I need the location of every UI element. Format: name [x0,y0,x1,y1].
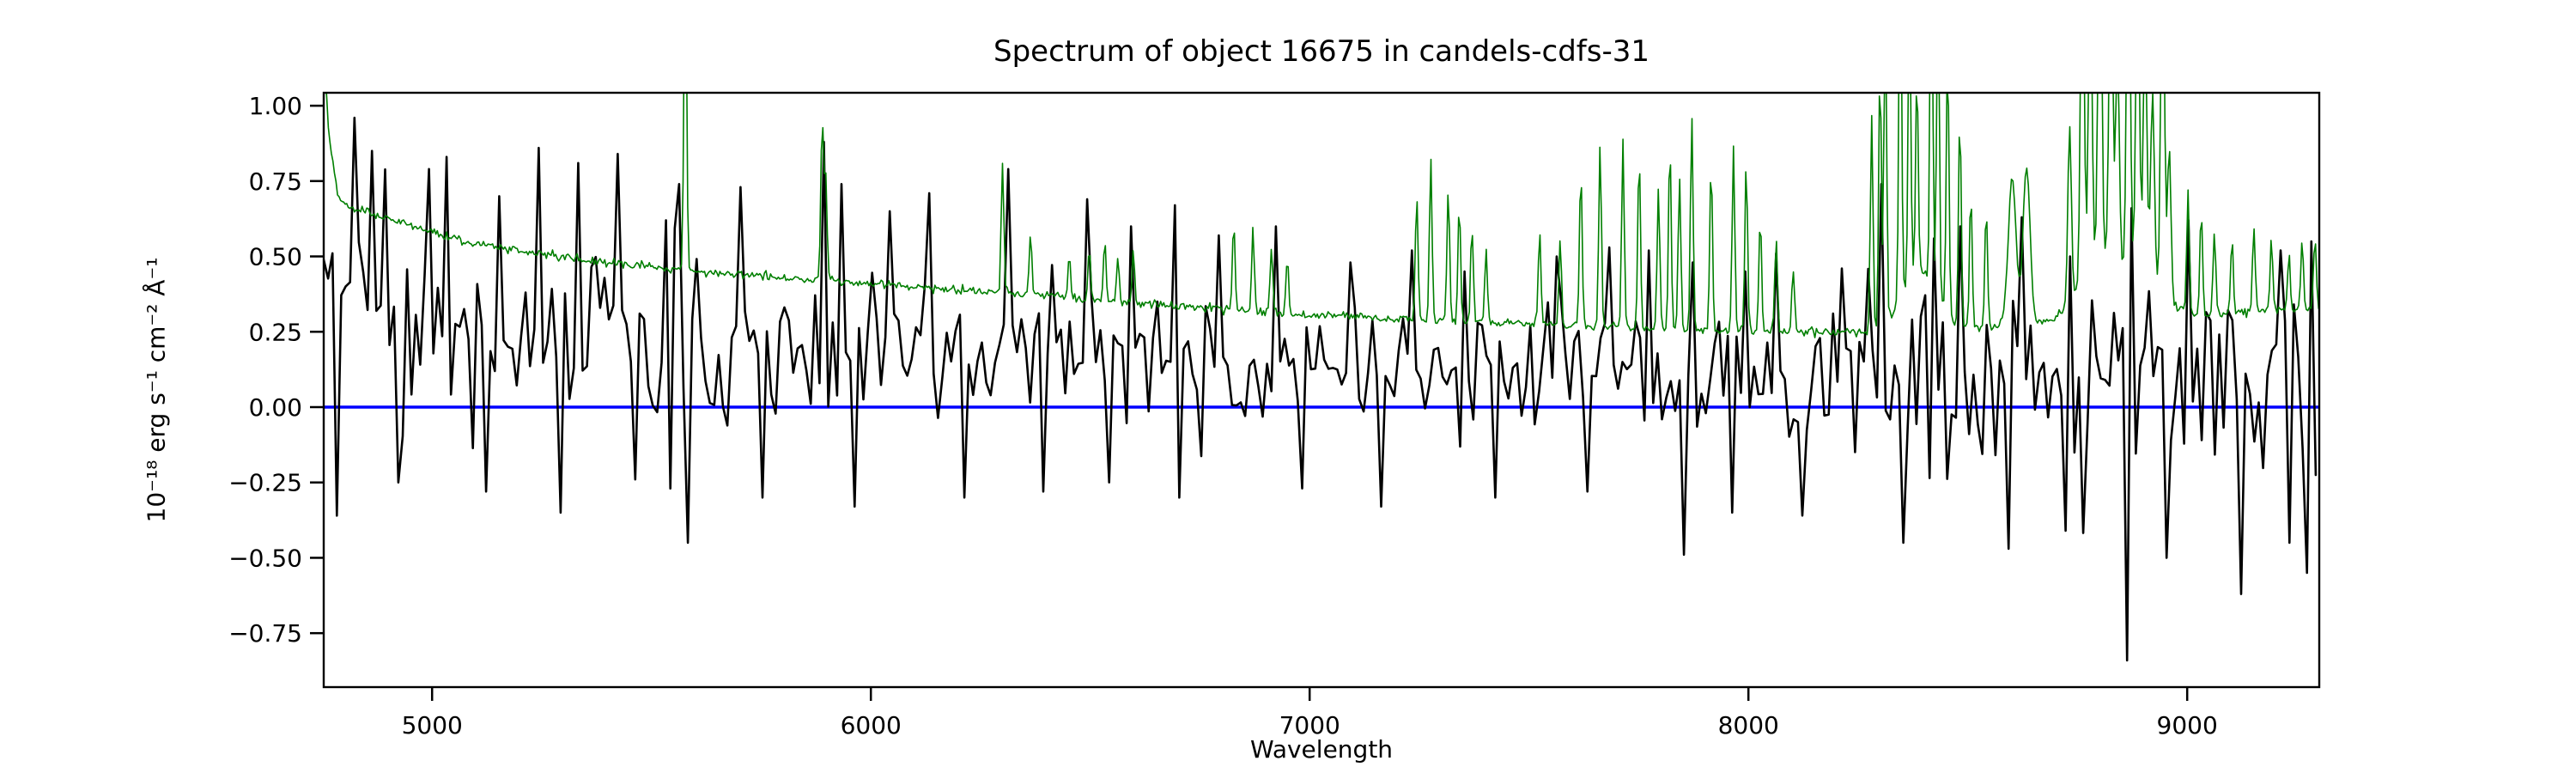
x-tick-label: 7000 [1279,711,1340,740]
y-tick-label: 0.00 [249,393,302,422]
y-tick-label: 0.75 [249,167,302,196]
flux-series-line [324,116,2318,662]
y-tick-label: 1.00 [249,92,302,120]
y-tick-label: −0.50 [228,544,302,572]
x-tick-label: 8000 [1718,711,1779,740]
sky-series-line [325,93,2319,338]
y-tick-label: −0.75 [228,619,302,648]
y-axis-label: 10⁻¹⁸ erg s⁻¹ cm⁻² Å⁻¹ [142,257,171,523]
axes-spines [322,91,2321,689]
y-tick-label: −0.25 [228,469,302,497]
x-tick-label: 9000 [2157,711,2218,740]
x-axis-label: Wavelength [1249,735,1394,764]
x-tick-label: 6000 [841,711,902,740]
chart-title: Spectrum of object 16675 in candels-cdfs… [993,34,1649,69]
x-tick-label: 5000 [402,711,463,740]
y-tick-label: 0.25 [249,318,302,346]
y-tick-label: 0.50 [249,243,302,271]
